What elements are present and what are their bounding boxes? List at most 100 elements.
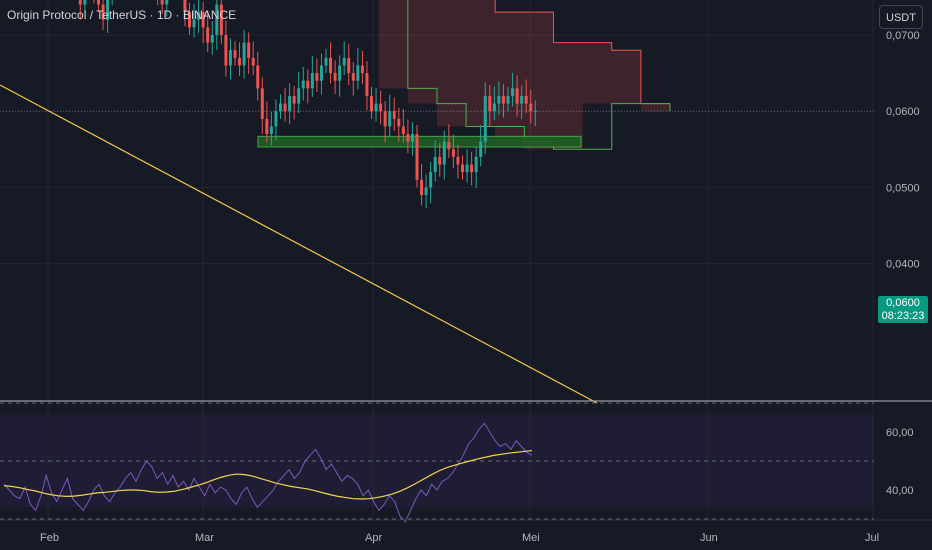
- candle-body: [274, 111, 278, 127]
- candle-body: [520, 95, 524, 104]
- candle-body: [297, 88, 301, 104]
- price-axis-label: 0,0700: [886, 30, 920, 42]
- candle-body: [269, 126, 273, 135]
- candle-body: [292, 95, 296, 104]
- candle-body: [488, 95, 492, 112]
- candle-body: [301, 80, 305, 89]
- rsi-axis-label: 60,00: [886, 427, 914, 439]
- candle-body: [351, 73, 355, 81]
- time-axis-label: Mar: [195, 532, 214, 544]
- symbol-title: Origin Protocol / TetherUS · 1D · BINANC…: [7, 8, 237, 22]
- candle-body: [470, 164, 474, 173]
- candle-body: [165, 0, 169, 5]
- candle-body: [374, 103, 378, 112]
- candle-body: [279, 103, 282, 112]
- candle-body: [370, 95, 373, 112]
- candle-body: [342, 57, 346, 66]
- last-price-value: 0,0600: [886, 297, 920, 309]
- price-axis-label: 0,0600: [886, 106, 920, 118]
- candle-body: [406, 134, 410, 142]
- candle-body: [242, 42, 246, 66]
- candle-body: [515, 88, 519, 104]
- candle-body: [529, 103, 533, 112]
- candle-body: [206, 27, 210, 43]
- candle-body: [461, 164, 464, 173]
- candle-body: [465, 164, 469, 173]
- candle-body: [251, 57, 255, 66]
- candle-body: [410, 134, 414, 142]
- support-zone-box: [257, 135, 582, 148]
- candle-body: [106, 0, 110, 20]
- candle-body: [101, 4, 105, 20]
- candle-body: [310, 73, 314, 89]
- candle-body: [183, 0, 187, 13]
- candle-body: [506, 95, 510, 104]
- candle-body: [306, 80, 310, 89]
- candle-body: [228, 50, 232, 66]
- candle-body: [260, 88, 264, 119]
- candle-body: [424, 187, 428, 196]
- ichimoku-cloud-fill: [378, 0, 670, 150]
- candle-body: [365, 73, 369, 96]
- candle-body: [438, 156, 442, 165]
- candle-body: [392, 111, 396, 119]
- candle-body: [224, 35, 228, 66]
- candle-body: [442, 141, 446, 165]
- candle-body: [215, 4, 219, 35]
- countdown-timer: 08:23:23: [881, 310, 925, 322]
- candle-body: [383, 111, 387, 127]
- last-price-tag: 0,0600 08:23:23: [878, 296, 928, 323]
- candle-body: [456, 156, 460, 165]
- candle-body: [379, 103, 383, 112]
- candle-body: [501, 95, 505, 104]
- candle-body: [333, 73, 337, 81]
- candle-body: [233, 50, 237, 58]
- candle-body: [97, 0, 100, 5]
- candle-body: [483, 95, 487, 142]
- descending-trendline: [0, 84, 598, 404]
- candle-body: [415, 134, 419, 180]
- candle-body: [192, 19, 196, 28]
- rsi-axis-label: 40,00: [886, 485, 914, 497]
- candle-body: [433, 156, 437, 173]
- candle-body: [451, 149, 455, 157]
- candle-body: [388, 111, 392, 127]
- candle-body: [256, 65, 260, 89]
- candle-body: [238, 57, 242, 66]
- candle-body: [324, 57, 328, 66]
- time-axis-label: Apr: [365, 532, 382, 544]
- candle-body: [315, 73, 319, 81]
- candle-body: [210, 35, 214, 43]
- time-axis-label: Feb: [40, 532, 59, 544]
- time-axis-label: Jul: [865, 532, 879, 544]
- candle-body: [188, 12, 191, 28]
- candle-body: [397, 118, 401, 127]
- candle-body: [401, 126, 405, 135]
- candle-body: [356, 65, 360, 81]
- candle-body: [201, 12, 205, 28]
- candle-body: [474, 156, 478, 173]
- candle-body: [429, 172, 433, 188]
- candle-body: [78, 0, 82, 5]
- time-axis-label: Jun: [700, 532, 718, 544]
- candle-body: [319, 65, 323, 81]
- currency-button[interactable]: USDT: [879, 5, 923, 29]
- candle-body: [197, 12, 201, 20]
- ichimoku-upper-line: [494, 0, 670, 105]
- candle-body: [360, 65, 364, 74]
- candle-body: [511, 88, 515, 96]
- candle-body: [338, 65, 342, 81]
- price-axis-label: 0,0500: [886, 182, 920, 194]
- candle-body: [160, 0, 164, 5]
- candle-body: [497, 95, 501, 104]
- candle-body: [265, 118, 269, 135]
- candle-body: [283, 103, 287, 112]
- candle-body: [492, 103, 496, 112]
- candle-body: [83, 0, 87, 5]
- candle-body: [247, 42, 251, 58]
- candle-body: [420, 179, 424, 196]
- candle-body: [533, 111, 537, 113]
- candle-body: [479, 141, 483, 157]
- price-axis-label: 0,0400: [886, 259, 920, 271]
